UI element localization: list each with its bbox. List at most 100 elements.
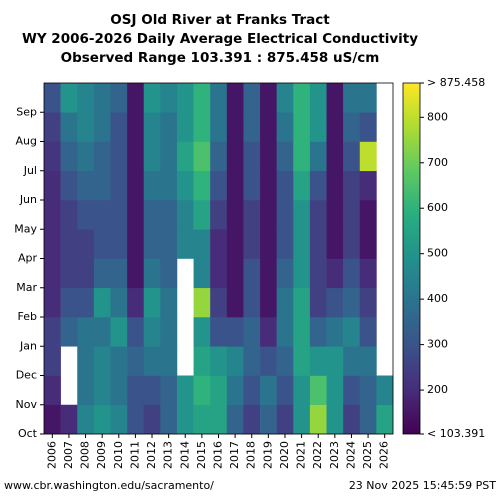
cell [193,317,211,347]
cell [359,200,377,230]
cell [93,141,111,172]
cell [77,317,95,347]
cell [293,112,311,142]
cell [243,346,261,376]
cell [110,375,128,406]
cell [293,258,311,289]
cell [359,229,377,259]
cell [226,229,244,259]
cell [326,258,344,289]
cell [343,112,361,142]
cell [243,229,261,259]
cell [309,83,327,113]
cell [160,317,178,347]
cell [193,258,211,289]
y-tick-label: Aug [16,135,37,148]
cell [260,287,277,318]
cell [77,112,95,142]
cell [60,170,78,201]
cell [127,83,145,113]
x-tick-label: 2015 [195,441,208,469]
cell [243,141,261,172]
y-tick-label: Dec [16,369,37,382]
cell [143,375,161,406]
cell [276,112,294,142]
cell [210,258,228,289]
cell [276,141,294,172]
cell [326,404,344,435]
cell [260,404,277,435]
cell [359,317,377,347]
cell [260,141,277,172]
cell [176,170,194,201]
cell [309,258,327,289]
colorbar-tick-label: < 103.391 [427,427,485,440]
cell [243,404,261,435]
cell [276,317,294,347]
cell [143,200,161,230]
cell [326,229,344,259]
cell [210,170,228,201]
cell [176,200,194,230]
cell [309,170,327,201]
cell [343,317,361,347]
cell [276,170,294,201]
cell [44,375,61,406]
cell [93,404,111,435]
y-tick-label: Nov [16,398,38,411]
cell [93,375,111,406]
cell [110,200,128,230]
cell [226,170,244,201]
x-tick-label: 2016 [212,441,225,469]
colorbar-tick-label: 700 [427,156,448,169]
cell [110,317,128,347]
y-tick-label: Jan [19,339,37,352]
cell [193,346,211,376]
cell [293,83,311,113]
cell [127,200,145,230]
cell [143,346,161,376]
x-tick-label: 2013 [162,441,175,469]
cell [44,258,61,289]
cell [127,112,145,142]
cell [60,141,78,172]
cell [309,229,327,259]
cell [243,112,261,142]
cell [260,229,277,259]
cell [110,258,128,289]
cell [44,317,61,347]
cell [276,200,294,230]
cell [193,287,211,318]
cell [127,258,145,289]
cell [93,200,111,230]
cell [359,346,377,376]
cell [77,200,95,230]
cell [210,404,228,435]
x-tick-label: 2025 [361,441,374,469]
colorbar [402,82,421,435]
cell [276,229,294,259]
cell [293,229,311,259]
cell [359,375,377,406]
colorbar-tick-label: 800 [427,110,448,123]
cell [60,317,78,347]
cell [326,200,344,230]
cell [143,112,161,142]
footer: www.cbr.washington.edu/sacramento/ [4,479,214,492]
cell [93,317,111,347]
cell [260,317,277,347]
cell [326,141,344,172]
cell [93,83,111,113]
x-tick-label: 2012 [145,441,158,469]
cell [343,258,361,289]
cell [293,346,311,376]
y-tick-label: Feb [18,310,37,323]
cell [110,83,128,113]
cell [44,229,61,259]
cell [44,404,61,435]
cell [93,112,111,142]
cell [326,287,344,318]
cell [309,404,327,435]
cell [193,141,211,172]
